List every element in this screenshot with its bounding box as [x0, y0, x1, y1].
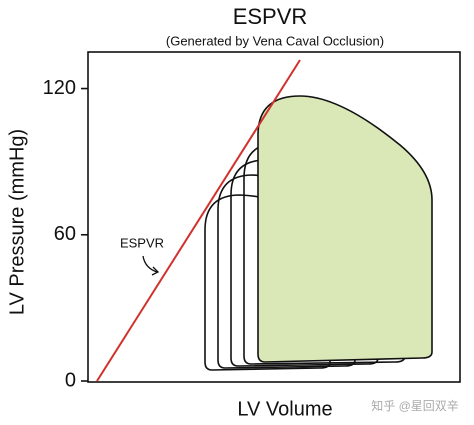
y-axis-label: LV Pressure (mmHg)	[6, 129, 28, 315]
pv-loop	[257, 95, 433, 363]
chart-subtitle: (Generated by Vena Caval Occlusion)	[166, 33, 384, 48]
y-tick-label: 120	[43, 77, 76, 99]
watermark: 知乎 @星回双辛	[371, 399, 459, 413]
y-tick-label: 0	[65, 369, 76, 391]
chart-title: ESPVR	[233, 4, 308, 29]
annotation-arrow	[142, 255, 158, 273]
pv-loops	[204, 95, 433, 371]
espvr-line	[96, 59, 301, 382]
x-axis-label: LV Volume	[237, 398, 332, 420]
plot-frame	[87, 51, 461, 383]
annotation: ESPVR	[120, 235, 164, 250]
annotation-arrow-head	[151, 266, 160, 276]
y-tick-label: 60	[54, 223, 76, 245]
